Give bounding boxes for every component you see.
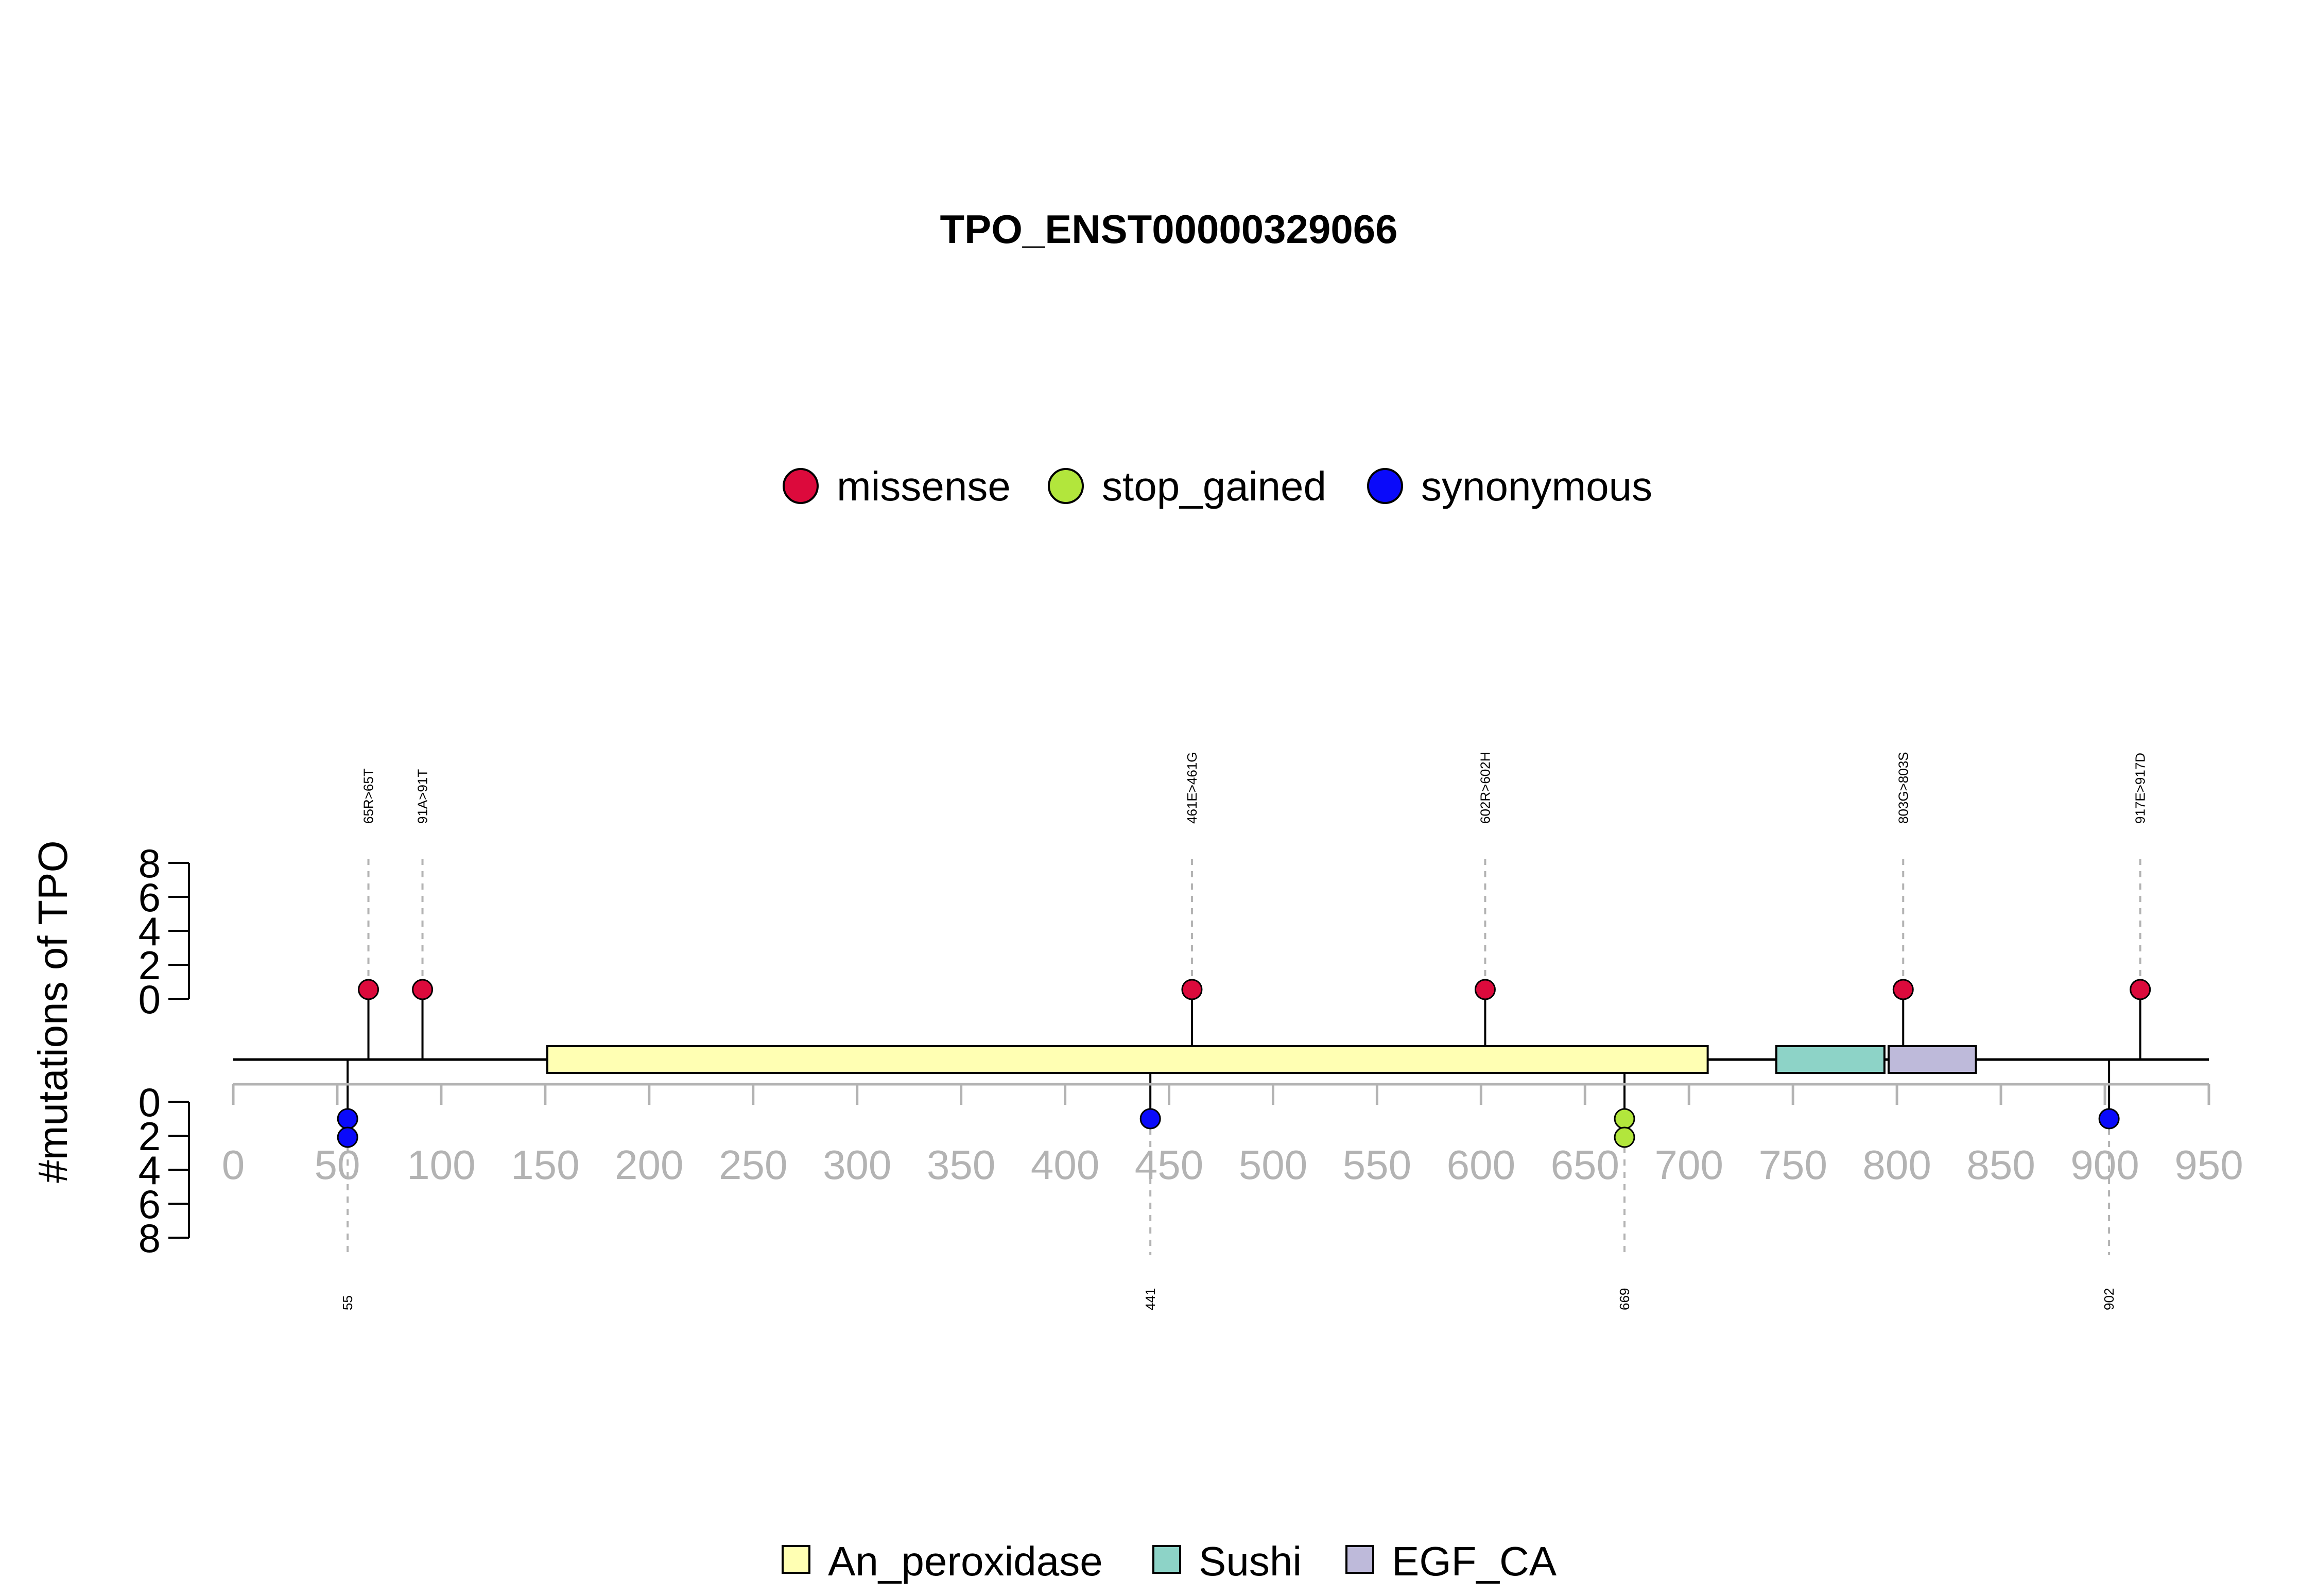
- x-tick-label: 300: [823, 1142, 891, 1188]
- x-tick-label: 700: [1655, 1142, 1723, 1188]
- legend-marker-missense: [783, 468, 819, 504]
- legend-label-An_peroxidase: An_peroxidase: [828, 1538, 1103, 1584]
- mutation-point-stop_gained: [1614, 1108, 1635, 1130]
- legend-label-missense: missense: [837, 463, 1011, 509]
- x-tick-label: 950: [2174, 1142, 2243, 1188]
- x-tick-label: 800: [1862, 1142, 1931, 1188]
- upper-mutation-label: 91A>91T: [415, 769, 430, 824]
- mutation-point-synonymous: [337, 1108, 358, 1130]
- domain-box-An_peroxidase: [546, 1045, 1709, 1074]
- x-tick-label: 200: [615, 1142, 683, 1188]
- upper-y-tick-label: 4: [139, 909, 161, 954]
- legend-marker-stop_gained: [1048, 468, 1084, 504]
- x-tick-label: 250: [719, 1142, 787, 1188]
- legend-marker-Sushi: [1152, 1545, 1181, 1574]
- legend-label-synonymous: synonymous: [1421, 463, 1652, 509]
- x-tick-label: 150: [511, 1142, 579, 1188]
- mutation-point-missense: [1474, 979, 1496, 1000]
- legend-marker-An_peroxidase: [782, 1545, 810, 1574]
- legend-label-Sushi: Sushi: [1199, 1538, 1302, 1584]
- x-tick-label: 900: [2070, 1142, 2139, 1188]
- lower-mutation-label: 669: [1617, 1288, 1632, 1310]
- legend-label-EGF_CA: EGF_CA: [1392, 1538, 1557, 1584]
- legend-label-stop_gained: stop_gained: [1102, 463, 1326, 509]
- mutation-points: [337, 979, 2151, 1148]
- legend-marker-synonymous: [1367, 468, 1403, 504]
- lower-mutation-label: 55: [340, 1295, 355, 1310]
- upper-y-tick-label: 8: [139, 841, 161, 886]
- mutation-point-missense: [1181, 979, 1203, 1000]
- mutation-point-stop_gained: [1614, 1126, 1635, 1148]
- lower-mutation-label: 441: [1143, 1288, 1158, 1310]
- x-axis: 0 50 100 150 200 250 300 350 400 450 500 550 600 650 7…: [222, 1083, 2243, 1188]
- mutation-legend: missense stop_gained synonymous: [783, 463, 1652, 509]
- x-tick-label: 100: [407, 1142, 475, 1188]
- lower-y-tick-label: 8: [139, 1216, 161, 1261]
- x-tick-label: 650: [1551, 1142, 1619, 1188]
- x-tick-label: 750: [1758, 1142, 1827, 1188]
- mutation-point-missense: [2130, 979, 2151, 1000]
- upper-y-tick-label: 6: [139, 875, 161, 920]
- mutation-point-synonymous: [1139, 1108, 1161, 1130]
- mutation-point-synonymous: [2098, 1108, 2120, 1130]
- mutation-point-synonymous: [337, 1126, 358, 1148]
- y-axis-label: #mutations of TPO: [30, 840, 76, 1183]
- mutation-point-missense: [412, 979, 434, 1000]
- x-tick-label: 450: [1135, 1142, 1203, 1188]
- x-tick-label: 50: [314, 1142, 360, 1188]
- upper-mutation-label: 602R>602H: [1477, 752, 1493, 824]
- mutation-labels: 65R>65T 91A>91T 461E>461G 602R>602H 803G>803…: [340, 752, 2148, 1310]
- upper-mutation-label: 461E>461G: [1184, 752, 1200, 824]
- domain-box-EGF_CA: [1888, 1045, 1977, 1074]
- domain-legend: An_peroxidase Sushi EGF_CA: [782, 1538, 1557, 1584]
- x-tick-label: 850: [1966, 1142, 2035, 1188]
- upper-y-tick-label: 0: [139, 977, 161, 1022]
- x-tick-label: 0: [222, 1142, 245, 1188]
- lower-y-tick-label: 4: [139, 1148, 161, 1193]
- x-tick-label: 600: [1447, 1142, 1515, 1188]
- upper-mutation-label: 917E>917D: [2133, 753, 2148, 824]
- mutation-point-missense: [1892, 979, 1914, 1000]
- x-tick-label: 550: [1343, 1142, 1411, 1188]
- lower-y-tick-label: 0: [139, 1080, 161, 1125]
- mutation-point-missense: [358, 979, 379, 1000]
- lower-mutation-label: 902: [2101, 1288, 2117, 1310]
- lower-y-tick-label: 2: [139, 1114, 161, 1159]
- chart-title: TPO_ENST00000329066: [940, 206, 1398, 252]
- upper-mutation-label: 65R>65T: [361, 768, 376, 824]
- legend-marker-EGF_CA: [1345, 1545, 1374, 1574]
- domain-boxes: [546, 1045, 1977, 1074]
- upper-y-tick-label: 2: [139, 943, 161, 988]
- x-tick-label: 350: [927, 1142, 995, 1188]
- x-tick-label: 500: [1239, 1142, 1307, 1188]
- domain-box-Sushi: [1775, 1045, 1886, 1074]
- x-tick-label: 400: [1031, 1142, 1099, 1188]
- upper-mutation-label: 803G>803S: [1895, 752, 1911, 824]
- lower-y-tick-label: 6: [139, 1182, 161, 1227]
